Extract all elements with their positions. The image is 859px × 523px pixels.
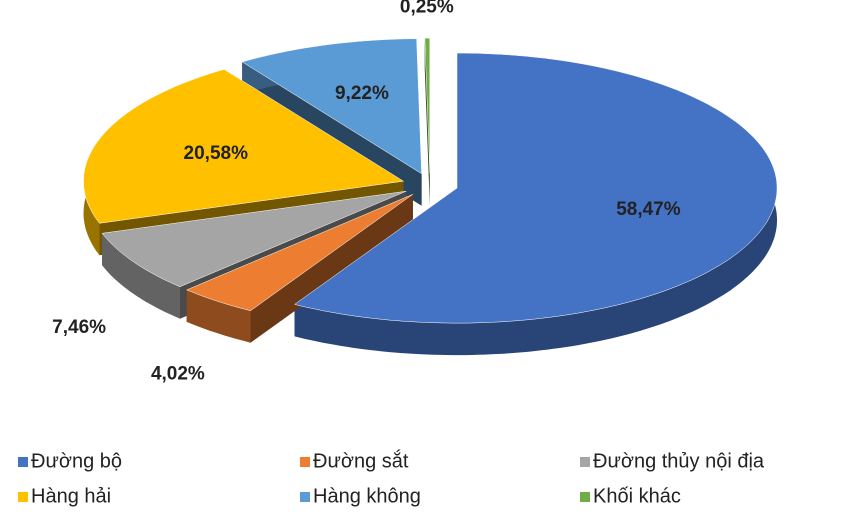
slice (101, 190, 407, 287)
legend-swatch (580, 457, 590, 467)
slice (424, 37, 431, 174)
legend-swatch (300, 492, 310, 502)
legend-label: Đường thủy nội địa (593, 450, 765, 472)
legend-label: Khối khác (593, 485, 681, 507)
slice (241, 38, 422, 175)
legend-swatch (300, 457, 310, 467)
slice (83, 69, 405, 224)
data-label: 7,46% (52, 317, 106, 338)
data-label: 20,58% (184, 143, 249, 164)
data-label: 58,47% (616, 199, 681, 220)
data-label: 0,25% (400, 0, 454, 17)
legend-label: Đường sắt (313, 449, 409, 472)
slice-side (294, 53, 777, 356)
legend-label: Hàng hải (31, 485, 111, 507)
legend-swatch (18, 492, 28, 502)
slice-side (102, 233, 180, 319)
slice-side (424, 38, 430, 206)
slice-side (186, 289, 251, 343)
legend-label: Đường bộ (31, 450, 122, 472)
data-label: 9,22% (335, 83, 389, 104)
slice (186, 194, 414, 311)
slice (294, 52, 778, 324)
data-label: 4,02% (151, 363, 205, 384)
legend-label: Hàng không (313, 485, 421, 507)
legend-swatch (580, 492, 590, 502)
legend-swatch (18, 457, 28, 467)
